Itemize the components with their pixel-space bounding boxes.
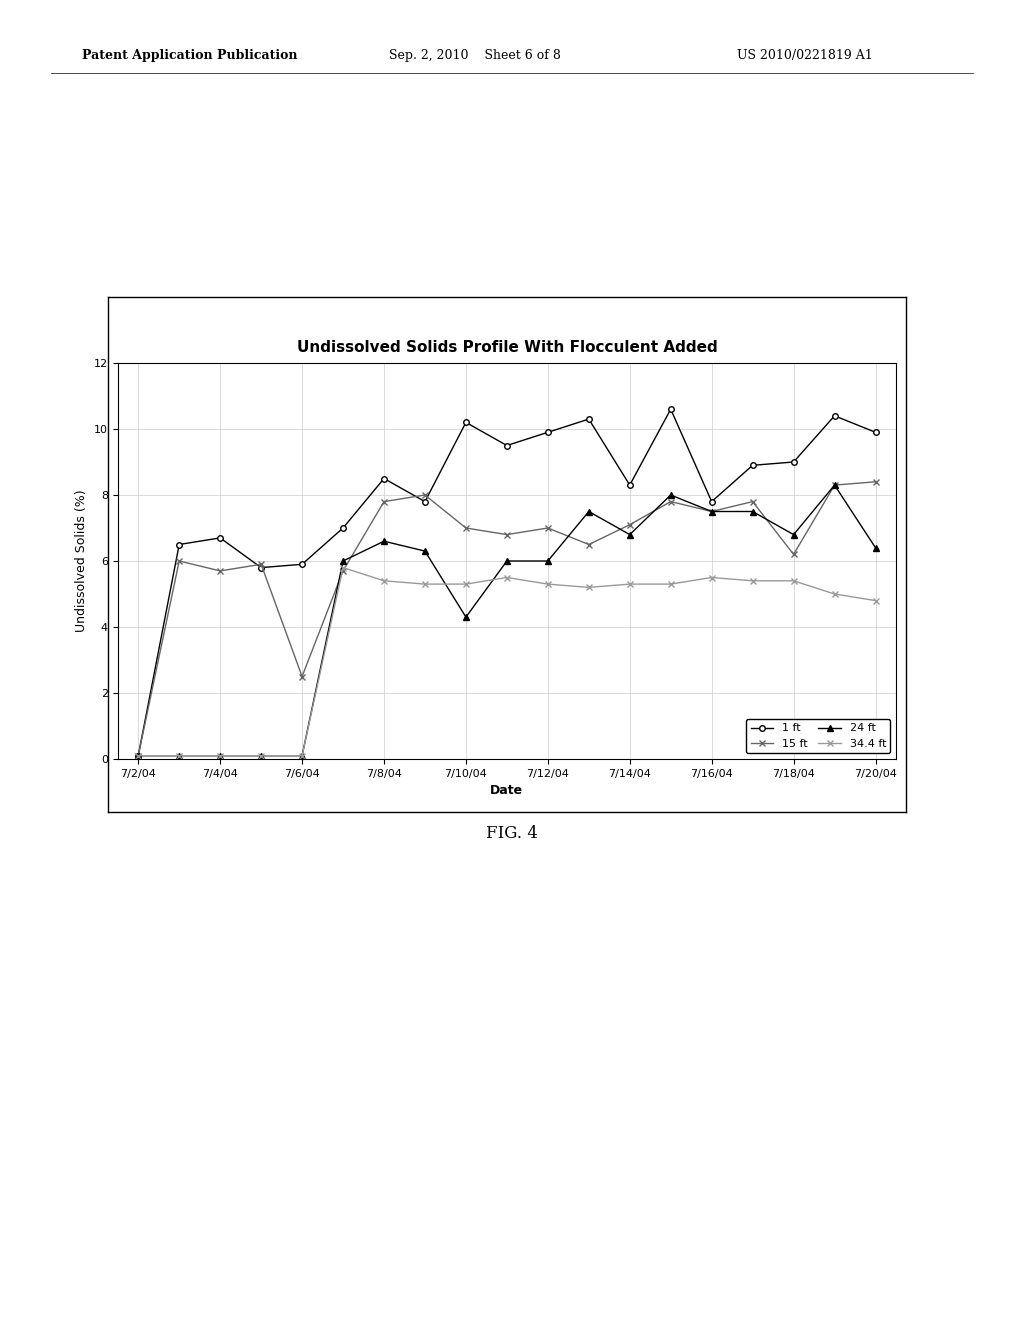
Y-axis label: Undissolved Solids (%): Undissolved Solids (%): [76, 490, 88, 632]
34.4 ft: [624, 576, 636, 591]
24 ft: [337, 553, 349, 569]
24 ft: [214, 747, 226, 763]
24 ft: [419, 544, 431, 560]
24 ft: [542, 553, 554, 569]
15 ft: [583, 536, 595, 552]
15 ft: [214, 562, 226, 578]
Legend: 1 ft, 15 ft, 24 ft, 34.4 ft: 1 ft, 15 ft, 24 ft, 34.4 ft: [746, 719, 891, 754]
1 ft: [706, 494, 718, 510]
1 ft: [542, 425, 554, 441]
34.4 ft: [583, 579, 595, 595]
1 ft: [132, 747, 144, 763]
15 ft: [378, 494, 390, 510]
34.4 ft: [214, 747, 226, 763]
1 ft: [337, 520, 349, 536]
Line: 34.4 ft: 34.4 ft: [135, 564, 879, 759]
24 ft: [296, 747, 308, 763]
15 ft: [624, 517, 636, 533]
34.4 ft: [460, 576, 472, 591]
34.4 ft: [787, 573, 800, 589]
1 ft: [296, 557, 308, 573]
Line: 1 ft: 1 ft: [135, 407, 879, 759]
34.4 ft: [255, 747, 267, 763]
Text: FIG. 4: FIG. 4: [486, 825, 538, 842]
Text: Patent Application Publication: Patent Application Publication: [82, 49, 297, 62]
34.4 ft: [869, 593, 882, 609]
Text: Sep. 2, 2010    Sheet 6 of 8: Sep. 2, 2010 Sheet 6 of 8: [389, 49, 561, 62]
15 ft: [419, 487, 431, 503]
15 ft: [787, 546, 800, 562]
1 ft: [828, 408, 841, 424]
34.4 ft: [828, 586, 841, 602]
15 ft: [542, 520, 554, 536]
34.4 ft: [665, 576, 677, 591]
15 ft: [828, 477, 841, 492]
34.4 ft: [501, 570, 513, 586]
24 ft: [624, 527, 636, 543]
X-axis label: Date: Date: [490, 784, 523, 797]
15 ft: [746, 494, 759, 510]
1 ft: [665, 401, 677, 417]
Line: 15 ft: 15 ft: [135, 478, 879, 759]
34.4 ft: [296, 747, 308, 763]
24 ft: [173, 747, 185, 763]
1 ft: [501, 438, 513, 454]
1 ft: [255, 560, 267, 576]
Line: 24 ft: 24 ft: [135, 482, 879, 759]
Text: US 2010/0221819 A1: US 2010/0221819 A1: [737, 49, 873, 62]
24 ft: [583, 503, 595, 519]
34.4 ft: [132, 747, 144, 763]
24 ft: [132, 747, 144, 763]
34.4 ft: [746, 573, 759, 589]
1 ft: [173, 536, 185, 552]
1 ft: [624, 477, 636, 492]
24 ft: [665, 487, 677, 503]
Title: Undissolved Solids Profile With Flocculent Added: Undissolved Solids Profile With Floccule…: [297, 339, 717, 355]
1 ft: [787, 454, 800, 470]
15 ft: [255, 557, 267, 573]
1 ft: [378, 471, 390, 487]
24 ft: [255, 747, 267, 763]
34.4 ft: [173, 747, 185, 763]
1 ft: [460, 414, 472, 430]
1 ft: [214, 529, 226, 546]
1 ft: [746, 457, 759, 473]
15 ft: [869, 474, 882, 490]
1 ft: [419, 494, 431, 510]
34.4 ft: [378, 573, 390, 589]
15 ft: [296, 668, 308, 684]
34.4 ft: [542, 576, 554, 591]
34.4 ft: [337, 560, 349, 576]
1 ft: [869, 425, 882, 441]
15 ft: [173, 553, 185, 569]
15 ft: [501, 527, 513, 543]
24 ft: [787, 527, 800, 543]
24 ft: [378, 533, 390, 549]
34.4 ft: [419, 576, 431, 591]
15 ft: [132, 747, 144, 763]
24 ft: [501, 553, 513, 569]
15 ft: [706, 503, 718, 519]
34.4 ft: [706, 570, 718, 586]
24 ft: [828, 477, 841, 492]
24 ft: [706, 503, 718, 519]
15 ft: [665, 494, 677, 510]
24 ft: [869, 540, 882, 556]
1 ft: [583, 411, 595, 426]
24 ft: [746, 503, 759, 519]
24 ft: [460, 610, 472, 626]
15 ft: [337, 562, 349, 578]
15 ft: [460, 520, 472, 536]
